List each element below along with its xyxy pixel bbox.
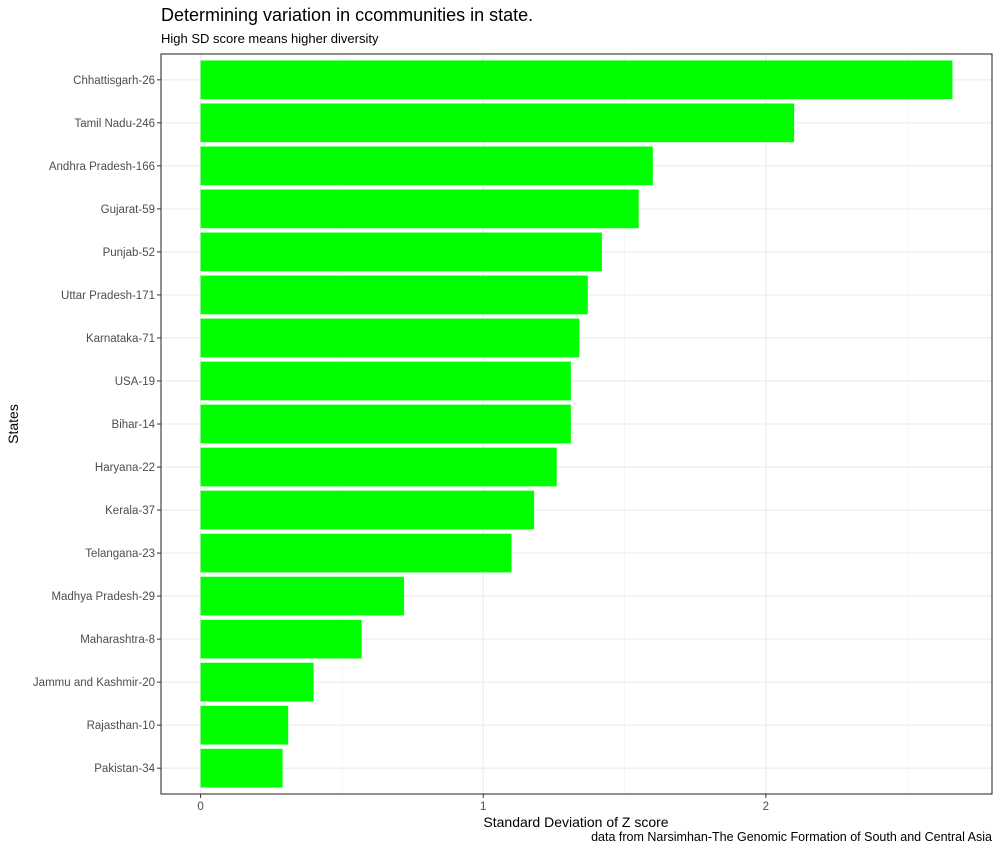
bar-12 <box>200 576 405 616</box>
x-axis-title: Standard Deviation of Z score <box>483 814 668 830</box>
y-tick-label-12: Madhya Pradesh-29 <box>51 591 155 603</box>
bar-11 <box>200 533 512 573</box>
y-tick-label-10: Kerala-37 <box>105 505 155 517</box>
y-tick-label-6: Karnataka-71 <box>86 333 155 345</box>
y-tick-label-15: Rajasthan-10 <box>87 720 155 732</box>
bar-4 <box>200 232 602 272</box>
bar-7 <box>200 361 571 401</box>
y-axis-title: States <box>5 404 21 444</box>
chart-caption: data from Narsimhan-The Genomic Formatio… <box>591 830 992 844</box>
x-tick-label-2: 2 <box>763 801 769 813</box>
chart-title: Determining variation in ccommunities in… <box>161 5 534 25</box>
x-axis-ticks: 0 1 2 <box>197 794 769 813</box>
bar-16 <box>200 748 283 788</box>
bar-1 <box>200 103 795 143</box>
x-tick-label-1: 1 <box>480 801 486 813</box>
y-tick-label-3: Gujarat-59 <box>101 204 155 216</box>
bar-8 <box>200 404 571 444</box>
y-tick-label-16: Pakistan-34 <box>94 763 155 775</box>
bar-14 <box>200 662 314 702</box>
y-tick-label-4: Punjab-52 <box>103 247 155 259</box>
x-tick-label-0: 0 <box>197 801 203 813</box>
y-tick-label-7: USA-19 <box>115 376 155 388</box>
y-tick-label-14: Jammu and Kashmir-20 <box>33 677 155 689</box>
y-tick-label-11: Telangana-23 <box>85 548 155 560</box>
y-tick-label-13: Maharashtra-8 <box>80 634 155 646</box>
bars <box>200 60 953 788</box>
bar-9 <box>200 447 557 487</box>
bar-5 <box>200 275 588 315</box>
bar-2 <box>200 146 653 186</box>
y-tick-label-5: Uttar Pradesh-171 <box>61 290 155 302</box>
bar-3 <box>200 189 639 229</box>
y-tick-label-9: Haryana-22 <box>95 462 155 474</box>
bar-0 <box>200 60 953 100</box>
y-tick-label-1: Tamil Nadu-246 <box>74 118 155 130</box>
bar-10 <box>200 490 535 530</box>
bar-13 <box>200 619 362 659</box>
y-tick-label-8: Bihar-14 <box>112 419 156 431</box>
bar-15 <box>200 705 289 745</box>
y-tick-label-2: Andhra Pradesh-166 <box>49 161 155 173</box>
chart-subtitle: High SD score means higher diversity <box>161 31 379 46</box>
y-axis-ticks: Chhattisgarh-26 Tamil Nadu-246 Andhra Prad… <box>33 75 161 775</box>
y-tick-label-0: Chhattisgarh-26 <box>73 75 155 87</box>
bar-6 <box>200 318 580 358</box>
